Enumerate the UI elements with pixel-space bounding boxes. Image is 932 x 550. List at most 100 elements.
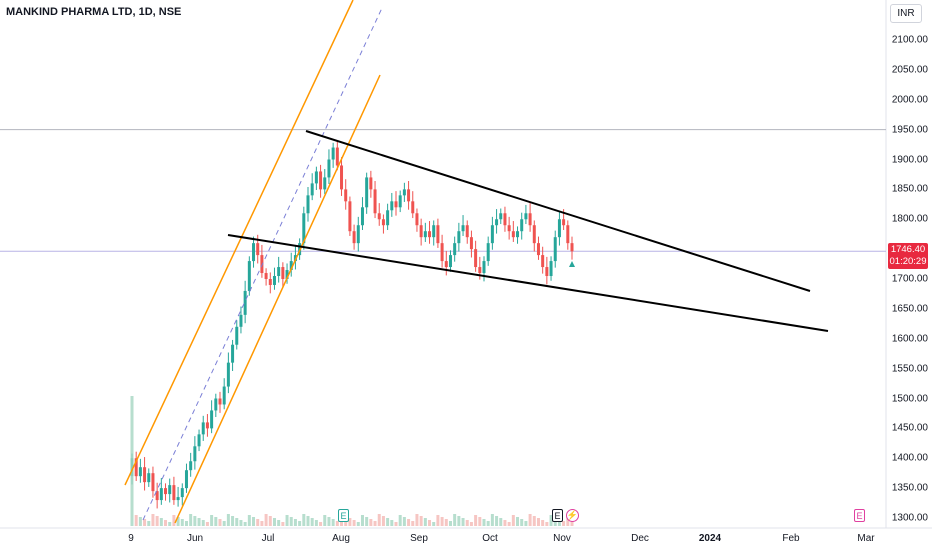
candle-body bbox=[331, 147, 335, 160]
candle-body bbox=[352, 231, 356, 244]
x-tick-label: Jul bbox=[261, 533, 275, 544]
candle-body bbox=[205, 422, 209, 429]
channel-mid-dashed-line bbox=[142, 7, 383, 521]
candle-body bbox=[314, 171, 318, 184]
y-tick-label: 1650.00 bbox=[891, 303, 928, 315]
candle-body bbox=[289, 261, 293, 271]
volume-bar bbox=[562, 521, 566, 526]
candle-body bbox=[394, 201, 398, 208]
volume-bar bbox=[348, 518, 352, 526]
candle-body bbox=[226, 362, 230, 387]
volume-bar bbox=[243, 522, 247, 526]
volume-bar bbox=[407, 519, 411, 526]
volume-bar bbox=[448, 521, 452, 526]
volume-bar bbox=[536, 518, 540, 526]
volume-bar bbox=[465, 520, 469, 526]
candle-body bbox=[507, 225, 511, 232]
volume-bar bbox=[541, 520, 545, 526]
volume-bar bbox=[130, 396, 134, 526]
candle-body bbox=[155, 491, 159, 501]
volume-bar bbox=[252, 517, 256, 526]
volume-bar bbox=[549, 515, 553, 526]
candle-body bbox=[402, 189, 406, 196]
volume-bar bbox=[524, 521, 528, 526]
candle-body bbox=[134, 458, 138, 477]
candle-body bbox=[524, 213, 528, 220]
candle-body bbox=[327, 159, 331, 178]
volume-bar bbox=[428, 520, 432, 526]
candle-body bbox=[553, 237, 557, 262]
candle-body bbox=[461, 225, 465, 232]
volume-bar bbox=[486, 521, 490, 526]
candle-body bbox=[323, 177, 327, 190]
volume-bar bbox=[331, 519, 335, 526]
volume-bar bbox=[507, 522, 511, 526]
volume-bar bbox=[218, 519, 222, 526]
candle-body bbox=[222, 386, 226, 405]
candle-body bbox=[570, 243, 574, 252]
candle-body bbox=[448, 255, 452, 268]
earnings-event-icon[interactable]: E bbox=[854, 509, 865, 522]
volume-bar bbox=[356, 522, 360, 526]
volume-bar bbox=[210, 515, 214, 526]
volume-bar bbox=[423, 518, 427, 526]
wedge-upper-line bbox=[305, 130, 811, 292]
volume-bar bbox=[398, 515, 402, 526]
volume-bar bbox=[285, 515, 289, 526]
volume-bar bbox=[453, 514, 457, 526]
volume-bar bbox=[440, 517, 444, 526]
volume-bar bbox=[365, 517, 369, 526]
candle-body bbox=[260, 255, 264, 274]
volume-bar bbox=[201, 520, 205, 526]
volume-bar bbox=[310, 518, 314, 526]
x-tick-label: Aug bbox=[332, 533, 350, 544]
wedge-lower-line bbox=[227, 234, 829, 332]
candle-body bbox=[193, 446, 197, 462]
candle-body bbox=[444, 261, 448, 268]
candle-body bbox=[469, 237, 473, 250]
volume-bar bbox=[289, 517, 293, 526]
candle-body bbox=[340, 165, 344, 190]
volume-bar bbox=[432, 522, 436, 526]
candle-body bbox=[415, 213, 419, 226]
dividend-event-icon[interactable]: ⚡ bbox=[566, 509, 579, 522]
volume-bar bbox=[495, 516, 499, 526]
candle-body bbox=[272, 276, 276, 285]
volume-bar bbox=[415, 514, 419, 526]
candle-body bbox=[532, 225, 536, 244]
volume-bar bbox=[298, 521, 302, 526]
last-price-value: 1746.40 bbox=[890, 244, 926, 255]
candle-body bbox=[335, 147, 339, 166]
y-tick-label: 1900.00 bbox=[891, 154, 928, 165]
volume-bar bbox=[239, 520, 243, 526]
volume-bar bbox=[381, 516, 385, 526]
candle-body bbox=[184, 470, 188, 489]
candle-body bbox=[490, 225, 494, 244]
candle-body bbox=[164, 488, 168, 495]
x-tick-label: Jun bbox=[186, 533, 204, 544]
volume-bar bbox=[516, 517, 520, 526]
candle-body bbox=[256, 243, 260, 256]
bar-countdown: 01:20:29 bbox=[889, 256, 927, 267]
candle-body bbox=[306, 195, 310, 214]
candle-body bbox=[528, 213, 532, 226]
x-tick-label: 2024 bbox=[698, 533, 722, 544]
y-tick-label: 1300.00 bbox=[891, 512, 928, 524]
volume-bar bbox=[134, 515, 138, 526]
volume-bar bbox=[490, 514, 494, 526]
volume-bar bbox=[373, 521, 377, 526]
candle-body bbox=[478, 267, 482, 274]
y-tick-label: 2050.00 bbox=[891, 64, 928, 76]
volume-bar bbox=[164, 520, 168, 526]
earnings-event-icon[interactable]: E bbox=[338, 509, 349, 522]
volume-bar bbox=[386, 518, 390, 526]
volume-bar bbox=[214, 517, 218, 526]
last-price-tag: 1746.40 01:20:29 bbox=[888, 243, 928, 269]
candle-body bbox=[557, 219, 561, 238]
earnings-event-icon[interactable]: E bbox=[552, 509, 563, 522]
volume-bar bbox=[306, 516, 310, 526]
volume-bar bbox=[268, 516, 272, 526]
currency-selector[interactable]: INR bbox=[890, 4, 922, 23]
candle-body bbox=[365, 177, 369, 208]
